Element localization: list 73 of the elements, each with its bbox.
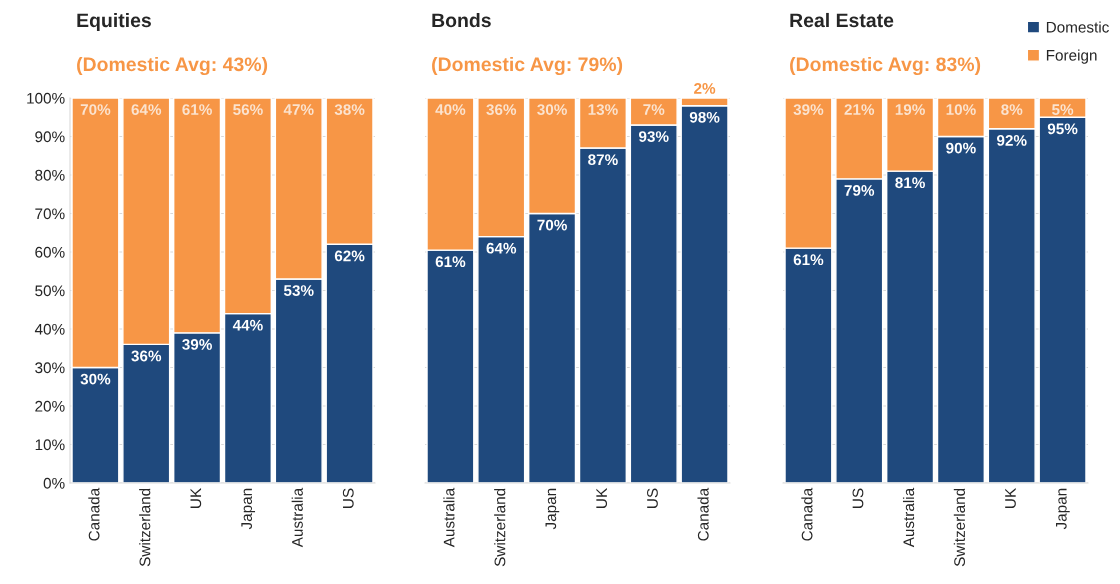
data-label: 64%: [131, 104, 162, 115]
data-label: 87%: [588, 154, 618, 166]
chart-title: Equities: [77, 12, 151, 32]
data-label: 61%: [793, 254, 824, 266]
data-label: 53%: [283, 285, 314, 296]
chart-title: Bonds: [432, 12, 491, 28]
x-tick-label: Canada: [697, 487, 709, 541]
chart-subtitle: (Domestic Avg: 43%): [77, 56, 268, 76]
y-tick-label: 90%: [35, 131, 65, 143]
x-tick-label: Australia: [902, 487, 915, 548]
data-label: 90%: [946, 142, 976, 154]
x-tick-label: US: [342, 488, 354, 508]
x-tick-label: Canada: [801, 487, 813, 541]
data-label: 70%: [80, 104, 111, 115]
data-label: 44%: [232, 319, 263, 331]
y-tick-label: 10%: [35, 439, 65, 451]
data-label: 56%: [233, 104, 263, 115]
data-label: 61%: [435, 256, 466, 268]
legend-label: Domestic: [1046, 21, 1109, 33]
y-tick-label: 80%: [35, 169, 65, 181]
y-tick-label: 40%: [34, 323, 65, 335]
chart-subtitle: (Domestic Avg: 79%): [432, 56, 623, 76]
data-label: 93%: [638, 131, 669, 142]
chart-title: Real Estate: [790, 12, 894, 28]
y-tick-label: 70%: [35, 208, 65, 220]
y-tick-label: 20%: [35, 400, 65, 412]
x-tick-label: Switzerland: [494, 488, 506, 567]
data-label: 47%: [283, 104, 314, 115]
data-label: 64%: [486, 242, 517, 254]
data-label: 39%: [793, 104, 824, 116]
data-label: 40%: [435, 104, 466, 115]
data-label: 62%: [334, 250, 365, 262]
x-tick-label: UK: [596, 488, 608, 508]
y-tick-label: 30%: [35, 362, 65, 374]
data-label: 21%: [844, 104, 875, 115]
x-tick-label: Canada: [88, 487, 100, 541]
data-label: 79%: [844, 185, 875, 196]
data-label: 36%: [486, 104, 517, 116]
chart-subtitle: (Domestic Avg: 83%): [790, 56, 981, 76]
data-label: 61%: [182, 104, 212, 115]
data-label: 81%: [895, 177, 925, 189]
x-tick-label: Australia: [443, 487, 455, 548]
data-label: 30%: [537, 104, 567, 116]
x-tick-label: US: [852, 488, 864, 508]
y-tick-label: 60%: [35, 246, 65, 258]
data-label: 13%: [588, 104, 618, 116]
data-label: 39%: [182, 339, 212, 350]
x-tick-label: Japan: [1056, 488, 1070, 530]
data-label: 7%: [643, 104, 665, 115]
data-label: 36%: [131, 350, 162, 362]
y-tick-label: 100%: [27, 92, 65, 104]
x-tick-label: Japan: [241, 488, 256, 530]
data-label: 98%: [689, 111, 720, 123]
data-label: 2%: [694, 83, 716, 94]
x-tick-label: UK: [1005, 488, 1016, 508]
x-tick-label: Australia: [291, 487, 303, 548]
x-tick-label: UK: [190, 488, 202, 508]
data-label: 95%: [1047, 123, 1078, 135]
data-label: 30%: [80, 373, 111, 385]
x-tick-label: Switzerland: [953, 488, 966, 567]
data-label: 10%: [946, 104, 976, 115]
data-label: 38%: [334, 104, 365, 116]
y-tick-label: 0%: [43, 477, 65, 489]
data-label: 92%: [996, 134, 1027, 146]
data-label: 70%: [537, 219, 567, 231]
data-label: 19%: [895, 104, 925, 115]
x-tick-label: Switzerland: [139, 488, 151, 567]
y-tick-label: 50%: [35, 285, 65, 297]
legend-label: Foreign: [1046, 49, 1097, 64]
x-tick-label: US: [647, 488, 658, 508]
x-tick-label: Japan: [545, 488, 560, 530]
data-label: 5%: [1052, 104, 1074, 115]
data-label: 8%: [1001, 104, 1023, 115]
